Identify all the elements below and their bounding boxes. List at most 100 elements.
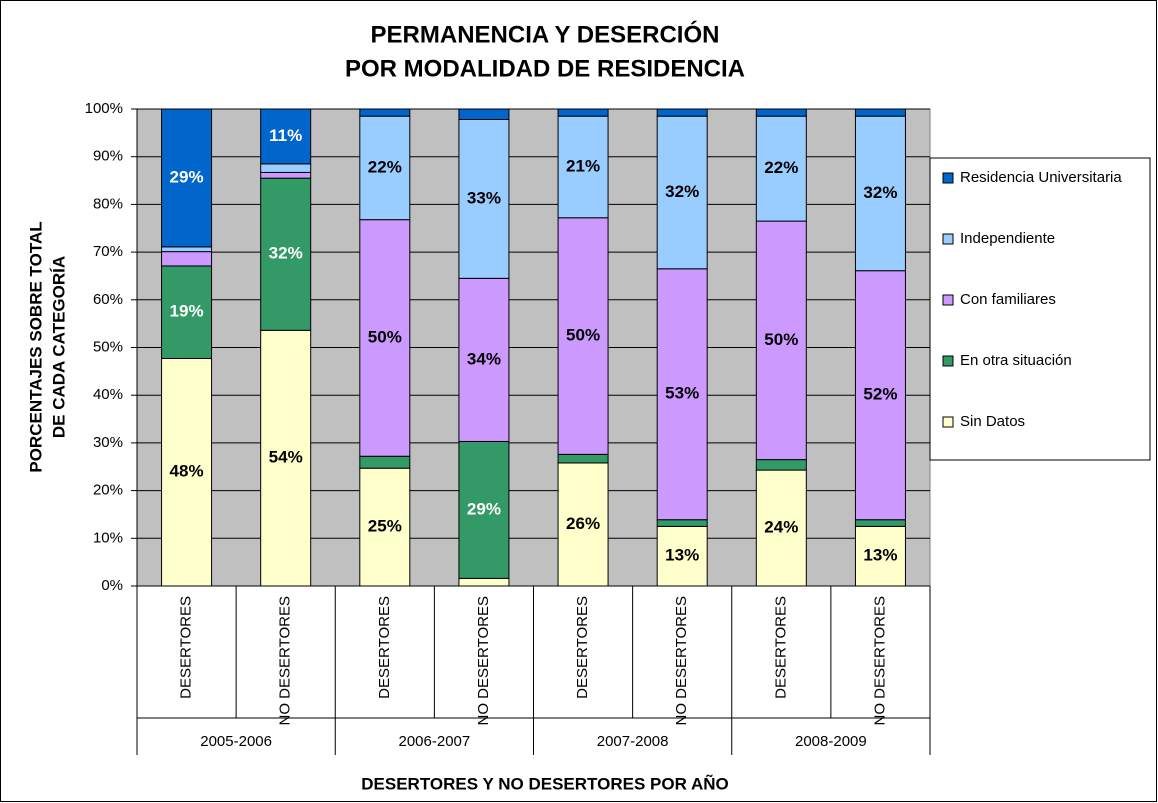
data-label: 53% bbox=[665, 384, 699, 403]
chart-title: PERMANENCIA Y DESERCIÓN bbox=[371, 20, 720, 48]
bar-segment bbox=[458, 277, 510, 442]
data-label: 22% bbox=[764, 158, 798, 177]
data-label: 32% bbox=[665, 182, 699, 201]
bar-segment bbox=[854, 519, 906, 527]
legend-swatch bbox=[942, 233, 954, 245]
x-tick-label: NO DESERTORES bbox=[673, 596, 690, 725]
bar-segment bbox=[755, 108, 807, 117]
bar-segment bbox=[458, 108, 510, 120]
bar-segment bbox=[260, 163, 312, 173]
data-label: 50% bbox=[566, 326, 600, 345]
bar-segment bbox=[557, 217, 609, 455]
data-label: 13% bbox=[863, 546, 897, 565]
data-label: 32% bbox=[863, 183, 897, 202]
bar-segment bbox=[260, 329, 312, 587]
bar-segment bbox=[656, 108, 708, 117]
bar-segment bbox=[260, 108, 312, 165]
bar-segment bbox=[854, 115, 906, 272]
bar-segment bbox=[359, 467, 411, 587]
bar-segment bbox=[359, 455, 411, 469]
bar-segment bbox=[161, 246, 213, 253]
y-axis-title: PORCENTAJES SOBRE TOTAL bbox=[26, 221, 45, 472]
y-tick-label: 10% bbox=[93, 529, 123, 546]
legend-label: Residencia Universitaria bbox=[960, 169, 1122, 186]
data-label: 21% bbox=[566, 156, 600, 175]
bar-segment bbox=[458, 440, 510, 579]
x-tick-label: DESERTORES bbox=[772, 596, 789, 699]
data-label: 54% bbox=[269, 448, 303, 467]
bar-segment bbox=[260, 171, 312, 179]
x-tick-label: DESERTORES bbox=[178, 596, 195, 699]
group-label: 2005-2006 bbox=[200, 733, 272, 750]
x-tick-label: NO DESERTORES bbox=[475, 596, 492, 725]
bar-segment bbox=[755, 220, 807, 461]
y-tick-label: 40% bbox=[93, 386, 123, 403]
bar-segment bbox=[161, 251, 213, 267]
bar-segment bbox=[854, 270, 906, 521]
data-label: 24% bbox=[764, 518, 798, 537]
data-label: 25% bbox=[368, 517, 402, 536]
y-tick-label: 90% bbox=[93, 148, 123, 165]
bar-segment bbox=[557, 453, 609, 464]
x-tick-label: NO DESERTORES bbox=[871, 596, 888, 725]
y-tick-label: 60% bbox=[93, 291, 123, 308]
data-label: 29% bbox=[467, 499, 501, 518]
bar-segment bbox=[656, 519, 708, 527]
bar-segment bbox=[755, 459, 807, 471]
data-label: 50% bbox=[764, 330, 798, 349]
legend-swatch bbox=[942, 416, 954, 428]
bar-segment bbox=[557, 108, 609, 117]
legend-box bbox=[929, 157, 1151, 461]
data-label: 22% bbox=[368, 157, 402, 176]
bar-segment bbox=[458, 118, 510, 279]
y-tick-label: 80% bbox=[93, 195, 123, 212]
bar-segment bbox=[359, 219, 411, 457]
bar-segment bbox=[458, 577, 510, 587]
legend-swatch bbox=[942, 355, 954, 367]
data-label: 13% bbox=[665, 546, 699, 565]
x-axis-title: DESERTORES Y NO DESERTORES POR AÑO bbox=[361, 773, 728, 793]
legend-label: Sin Datos bbox=[960, 413, 1025, 430]
bar-segment bbox=[161, 357, 213, 587]
bar-segment bbox=[359, 108, 411, 117]
bar-segment bbox=[854, 108, 906, 117]
bar-segment bbox=[161, 108, 213, 248]
legend-label: En otra situación bbox=[960, 352, 1072, 369]
data-label: 32% bbox=[269, 244, 303, 263]
x-tick-label: DESERTORES bbox=[574, 596, 591, 699]
group-label: 2008-2009 bbox=[795, 733, 867, 750]
data-label: 29% bbox=[170, 167, 204, 186]
legend-label: Con familiares bbox=[960, 291, 1056, 308]
bar-segment bbox=[260, 177, 312, 331]
bar-segment bbox=[557, 115, 609, 219]
y-tick-label: 70% bbox=[93, 243, 123, 260]
data-label: 33% bbox=[467, 188, 501, 207]
data-label: 52% bbox=[863, 385, 897, 404]
data-label: 19% bbox=[170, 302, 204, 321]
data-label: 48% bbox=[170, 462, 204, 481]
y-tick-label: 30% bbox=[93, 434, 123, 451]
x-tick-label: NO DESERTORES bbox=[277, 596, 294, 725]
bar-segment bbox=[755, 115, 807, 222]
data-label: 26% bbox=[566, 514, 600, 533]
legend-swatch bbox=[942, 294, 954, 306]
bar-segment bbox=[656, 525, 708, 587]
y-tick-label: 50% bbox=[93, 338, 123, 355]
bar-segment bbox=[656, 115, 708, 270]
x-tick-label: DESERTORES bbox=[376, 596, 393, 699]
y-tick-label: 20% bbox=[93, 482, 123, 499]
group-label: 2007-2008 bbox=[597, 733, 669, 750]
group-label: 2006-2007 bbox=[399, 733, 471, 750]
data-label: 50% bbox=[368, 327, 402, 346]
data-label: 34% bbox=[467, 349, 501, 368]
y-tick-label: 100% bbox=[85, 100, 123, 117]
bar-segment bbox=[656, 268, 708, 521]
bar-segment bbox=[557, 462, 609, 587]
chart-title: POR MODALIDAD DE RESIDENCIA bbox=[345, 55, 745, 82]
data-label: 11% bbox=[269, 126, 302, 145]
legend-swatch bbox=[942, 172, 954, 184]
y-axis-title: DE CADA CATEGORÍA bbox=[49, 256, 68, 438]
bar-segment bbox=[359, 115, 411, 221]
legend-label: Independiente bbox=[960, 230, 1055, 247]
